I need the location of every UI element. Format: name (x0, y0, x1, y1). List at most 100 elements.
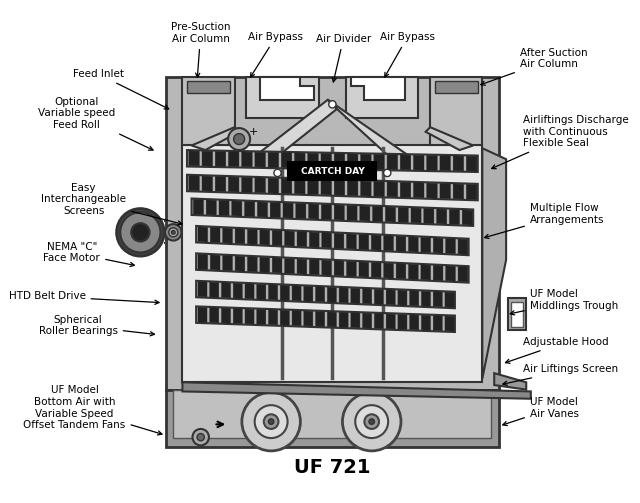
Polygon shape (327, 287, 337, 302)
Polygon shape (294, 179, 305, 194)
Circle shape (193, 429, 209, 445)
Polygon shape (449, 209, 460, 224)
Polygon shape (322, 260, 332, 275)
Polygon shape (321, 153, 332, 169)
Polygon shape (221, 308, 230, 323)
Polygon shape (360, 206, 370, 221)
Polygon shape (347, 205, 357, 220)
Polygon shape (408, 264, 418, 279)
Polygon shape (316, 311, 324, 326)
Polygon shape (351, 77, 404, 100)
Polygon shape (193, 199, 204, 215)
Polygon shape (269, 310, 278, 325)
Text: +: + (249, 127, 259, 137)
Polygon shape (182, 382, 531, 399)
Polygon shape (424, 208, 434, 223)
Polygon shape (268, 152, 278, 167)
Polygon shape (467, 185, 477, 199)
Polygon shape (198, 307, 207, 322)
Polygon shape (285, 231, 294, 246)
Polygon shape (433, 238, 443, 253)
Polygon shape (440, 156, 451, 171)
Polygon shape (453, 184, 463, 199)
Polygon shape (308, 153, 318, 168)
Polygon shape (385, 207, 396, 222)
Circle shape (383, 169, 391, 177)
Polygon shape (187, 175, 478, 200)
Circle shape (268, 419, 274, 425)
Circle shape (172, 230, 175, 234)
Bar (508, 298, 526, 330)
Polygon shape (348, 154, 358, 169)
Text: HTD Belt Drive: HTD Belt Drive (8, 291, 159, 304)
Circle shape (228, 128, 250, 150)
Polygon shape (321, 180, 332, 195)
Polygon shape (245, 284, 254, 299)
Polygon shape (347, 261, 356, 277)
Polygon shape (347, 234, 356, 249)
Polygon shape (361, 181, 371, 196)
Polygon shape (202, 176, 212, 191)
Polygon shape (189, 151, 199, 166)
Polygon shape (396, 236, 406, 252)
Polygon shape (351, 313, 360, 328)
Polygon shape (310, 260, 319, 275)
Bar (187, 80, 230, 94)
Circle shape (165, 224, 182, 240)
Polygon shape (280, 310, 289, 325)
Polygon shape (191, 199, 473, 226)
Polygon shape (334, 180, 345, 195)
Polygon shape (310, 232, 319, 247)
Polygon shape (235, 256, 244, 271)
Polygon shape (206, 200, 216, 215)
Polygon shape (248, 229, 257, 244)
Polygon shape (386, 290, 395, 305)
Polygon shape (351, 288, 360, 303)
Circle shape (234, 134, 244, 144)
Polygon shape (384, 235, 394, 251)
Polygon shape (374, 289, 383, 304)
Polygon shape (242, 178, 252, 192)
Polygon shape (210, 308, 219, 323)
Text: UF Model
Middlings Trough: UF Model Middlings Trough (510, 289, 618, 315)
Polygon shape (363, 313, 372, 328)
Polygon shape (196, 254, 468, 283)
Polygon shape (453, 156, 463, 171)
Polygon shape (445, 238, 455, 254)
Polygon shape (304, 311, 313, 326)
Polygon shape (411, 208, 421, 223)
Polygon shape (233, 308, 243, 323)
Polygon shape (196, 306, 455, 332)
Bar (166, 390, 499, 447)
Circle shape (274, 169, 281, 177)
Polygon shape (294, 153, 305, 168)
Polygon shape (400, 182, 411, 197)
Text: Easy
Interchangeable
Screens: Easy Interchangeable Screens (41, 183, 182, 225)
Polygon shape (272, 230, 282, 245)
Polygon shape (215, 151, 226, 166)
Bar (346, 77, 419, 118)
Polygon shape (308, 180, 318, 195)
Polygon shape (232, 201, 242, 216)
Polygon shape (384, 263, 394, 278)
Polygon shape (242, 152, 252, 167)
Polygon shape (467, 156, 477, 171)
Polygon shape (257, 309, 266, 324)
Polygon shape (223, 228, 232, 243)
Polygon shape (198, 227, 207, 242)
Polygon shape (374, 182, 385, 197)
Polygon shape (398, 207, 408, 222)
Polygon shape (413, 183, 424, 198)
Polygon shape (272, 258, 282, 273)
Polygon shape (221, 283, 230, 298)
Polygon shape (374, 313, 383, 328)
Polygon shape (413, 155, 424, 170)
Polygon shape (189, 176, 199, 191)
Polygon shape (483, 148, 506, 379)
Circle shape (116, 209, 164, 256)
Polygon shape (445, 292, 454, 307)
Polygon shape (433, 315, 442, 330)
Polygon shape (387, 182, 397, 197)
Polygon shape (445, 316, 454, 331)
Polygon shape (215, 177, 226, 192)
